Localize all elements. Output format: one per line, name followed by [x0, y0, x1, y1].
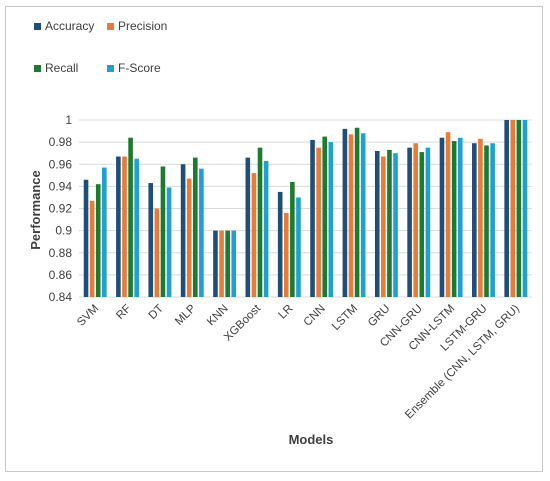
- bar-recall-1: [128, 137, 133, 297]
- bar-accuracy-10: [407, 147, 412, 297]
- bar-precision-5: [251, 173, 257, 297]
- bar-f-score-0: [102, 167, 107, 297]
- y-tick-label: 0.86: [49, 268, 73, 282]
- bar-recall-11: [451, 141, 457, 297]
- y-tick-label: 0.88: [49, 246, 73, 260]
- bar-accuracy-11: [439, 137, 445, 297]
- bar-accuracy-4: [213, 230, 218, 297]
- x-category-label: DT: [147, 303, 166, 322]
- y-tick-label: 0.94: [49, 179, 73, 193]
- bar-recall-3: [193, 157, 198, 297]
- y-tick-label: 0.98: [49, 135, 73, 149]
- bar-accuracy-2: [148, 183, 154, 297]
- legend-swatch: [34, 23, 41, 30]
- bar-recall-13: [516, 120, 522, 297]
- y-tick-label: 0.84: [49, 290, 73, 304]
- x-category-label: SVM: [75, 303, 101, 329]
- bar-accuracy-0: [83, 179, 89, 297]
- bar-accuracy-9: [374, 150, 380, 297]
- bar-precision-0: [89, 200, 95, 297]
- bar-accuracy-8: [342, 128, 348, 297]
- x-axis-title: Models: [289, 432, 334, 447]
- bar-accuracy-1: [116, 156, 121, 297]
- y-tick-label: 0.9: [55, 224, 72, 238]
- bar-precision-4: [219, 230, 224, 297]
- bar-accuracy-12: [472, 143, 477, 297]
- y-tick-label: 1: [65, 113, 72, 127]
- bar-recall-0: [95, 184, 101, 297]
- x-category-label: GRU: [366, 303, 393, 330]
- bar-precision-12: [478, 138, 483, 297]
- bar-precision-10: [413, 143, 418, 297]
- x-category-label: LSTM: [330, 303, 360, 333]
- x-category-label: XGBoost: [222, 302, 264, 344]
- bar-precision-6: [283, 212, 289, 297]
- bar-f-score-7: [328, 142, 334, 297]
- bar-recall-6: [290, 181, 295, 297]
- bar-f-score-11: [457, 137, 463, 297]
- legend-swatch: [34, 65, 41, 72]
- bar-f-score-8: [360, 133, 366, 297]
- legend-label: Precision: [118, 19, 167, 33]
- bar-precision-8: [348, 134, 354, 297]
- bar-recall-5: [257, 147, 263, 297]
- bar-precision-1: [122, 156, 127, 297]
- bar-precision-7: [316, 147, 321, 297]
- bar-recall-12: [484, 145, 489, 297]
- bar-accuracy-6: [277, 191, 283, 297]
- y-tick-label: 0.92: [49, 202, 73, 216]
- bar-precision-2: [154, 208, 160, 297]
- bar-precision-9: [381, 156, 386, 297]
- legend-swatch: [107, 23, 114, 30]
- bars: [83, 120, 528, 298]
- x-category-label: RF: [114, 303, 133, 322]
- bar-recall-2: [160, 166, 166, 297]
- bar-f-score-3: [199, 168, 204, 297]
- bar-accuracy-13: [504, 120, 509, 297]
- bar-f-score-2: [166, 187, 172, 297]
- legend-label: Recall: [45, 61, 78, 75]
- bar-f-score-5: [263, 160, 269, 297]
- bar-precision-13: [510, 120, 516, 297]
- bar-f-score-4: [231, 230, 237, 297]
- x-category-label: CNN: [302, 303, 328, 329]
- y-tick-labels: 0.84 0.86 0.88 0.9 0.92 0.94 0.96 0.98 1: [49, 113, 73, 304]
- legend: Accuracy Precision Recall F-Score: [34, 19, 167, 75]
- bar-f-score-1: [134, 158, 139, 297]
- bar-precision-11: [445, 132, 451, 297]
- y-tick-label: 0.96: [49, 157, 73, 171]
- bar-recall-8: [354, 127, 360, 298]
- bar-accuracy-7: [310, 139, 315, 297]
- bar-recall-9: [387, 149, 392, 297]
- bar-f-score-6: [296, 197, 301, 297]
- x-category-label: KNN: [205, 303, 231, 329]
- bar-recall-4: [225, 230, 230, 297]
- legend-label: Accuracy: [45, 19, 94, 33]
- bar-f-score-12: [490, 143, 495, 297]
- x-category-label: LR: [277, 303, 296, 322]
- gridlines: [79, 119, 532, 298]
- bar-precision-3: [186, 178, 192, 297]
- bar-f-score-13: [522, 120, 528, 297]
- y-axis-title: Performance: [28, 170, 43, 249]
- bar-f-score-10: [425, 147, 431, 297]
- bar-recall-7: [322, 136, 328, 297]
- bar-accuracy-5: [245, 157, 251, 297]
- legend-label: F-Score: [118, 61, 161, 75]
- bar-recall-10: [419, 152, 425, 297]
- bar-accuracy-3: [180, 164, 186, 297]
- bar-f-score-9: [393, 153, 398, 297]
- legend-swatch: [107, 65, 114, 72]
- x-category-label: MLP: [173, 302, 198, 327]
